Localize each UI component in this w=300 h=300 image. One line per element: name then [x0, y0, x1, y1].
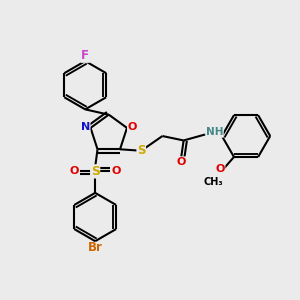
Text: O: O	[215, 164, 225, 174]
Text: O: O	[111, 167, 121, 176]
Text: CH₃: CH₃	[204, 177, 223, 187]
Text: O: O	[128, 122, 137, 132]
Text: O: O	[70, 167, 79, 176]
Text: N: N	[81, 122, 90, 132]
Text: NH: NH	[206, 127, 223, 137]
Text: Br: Br	[88, 241, 103, 254]
Text: O: O	[177, 157, 186, 167]
Text: F: F	[81, 49, 89, 62]
Text: S: S	[137, 144, 146, 157]
Text: S: S	[91, 165, 100, 178]
